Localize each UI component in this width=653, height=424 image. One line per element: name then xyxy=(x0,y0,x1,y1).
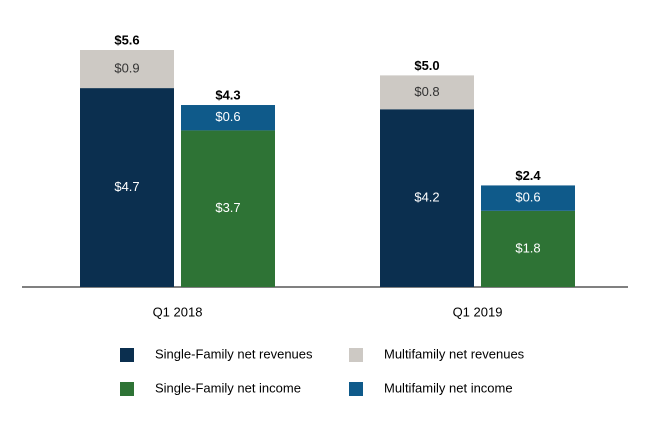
x-tick-label: Q1 2019 xyxy=(453,304,503,319)
total-label: $2.4 xyxy=(515,168,541,183)
bar-segment xyxy=(181,130,275,287)
legend-label: Multifamily net revenues xyxy=(384,346,525,361)
total-label: $5.6 xyxy=(114,32,139,47)
legend-label: Single-Family net income xyxy=(155,380,301,395)
total-label: $5.0 xyxy=(414,58,439,73)
bar-segment xyxy=(380,75,474,110)
legend-swatch xyxy=(349,382,363,396)
bar-segment xyxy=(380,109,474,287)
value-label: $3.7 xyxy=(215,200,240,215)
value-label: $0.6 xyxy=(215,109,240,124)
legend-label: Single-Family net revenues xyxy=(155,346,313,361)
value-label: $1.8 xyxy=(515,240,540,255)
legend-swatch xyxy=(349,348,363,362)
bar-segment xyxy=(181,105,275,131)
value-label: $4.2 xyxy=(414,190,439,205)
bar-segment xyxy=(481,210,575,287)
legend-swatch xyxy=(120,348,134,362)
legend-swatch xyxy=(120,382,134,396)
value-label: $0.8 xyxy=(414,84,439,99)
bar-segment xyxy=(80,50,174,89)
value-label: $0.6 xyxy=(515,190,540,205)
value-label: $4.7 xyxy=(114,179,139,194)
x-tick-label: Q1 2018 xyxy=(153,304,203,319)
bar-segment xyxy=(481,185,575,211)
value-label: $0.9 xyxy=(114,60,139,75)
legend-label: Multifamily net income xyxy=(384,380,513,395)
total-label: $4.3 xyxy=(215,87,240,102)
bar-segment xyxy=(80,88,174,287)
